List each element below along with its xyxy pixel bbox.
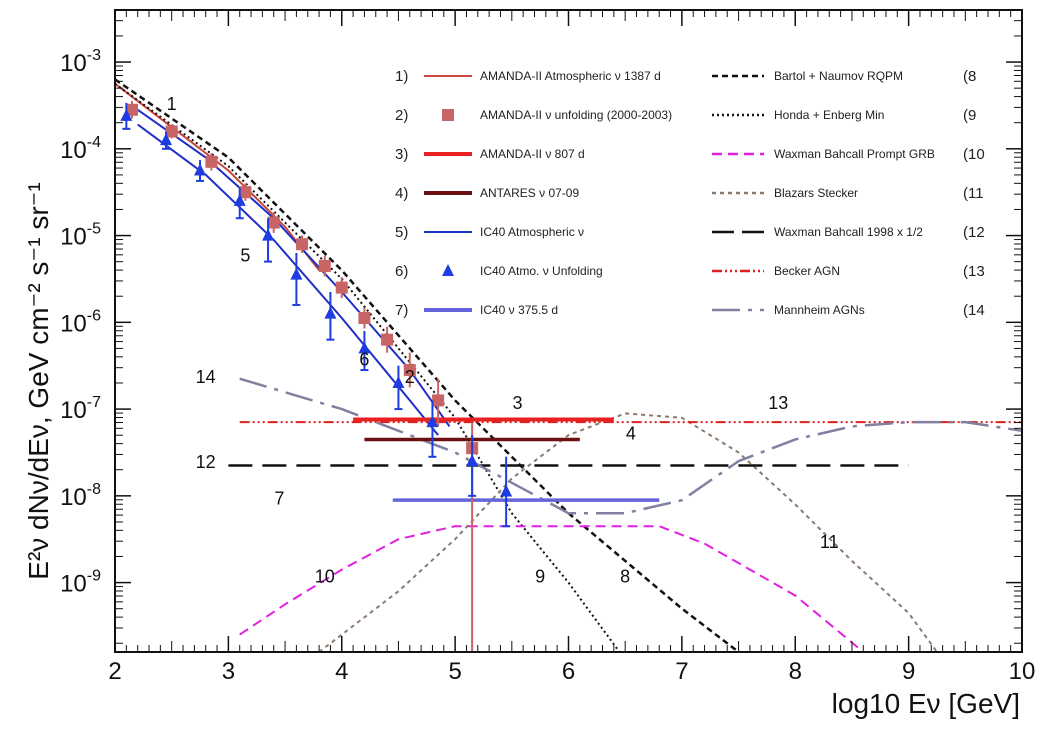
curve-annotation: 1 — [167, 94, 177, 114]
curve-annotation: 12 — [196, 452, 216, 472]
ic40-point — [233, 193, 246, 206]
x-tick-label: 3 — [222, 658, 235, 685]
legend-number: (8 — [963, 68, 976, 85]
legend-marker-square — [442, 109, 454, 121]
y-tick-label: 10-6 — [60, 307, 101, 337]
x-tick-label: 5 — [448, 658, 461, 685]
legend-number: 4) — [395, 185, 408, 202]
ic40-point — [262, 228, 275, 241]
legend-label: Becker AGN — [774, 264, 840, 278]
legend-number: 1) — [395, 68, 408, 85]
curve-annotation: 14 — [196, 367, 216, 387]
y-tick-label: 10-3 — [60, 47, 101, 77]
x-tick-label: 9 — [902, 658, 915, 685]
axes: 2 3 4 5 6 7 8 9 10 10-3 10-4 10-5 10-6 10-7 10-8 10-9 — [60, 9, 1036, 685]
x-tick-label: 10 — [1009, 658, 1036, 685]
legend-number: 5) — [395, 224, 408, 241]
series-line-5-upper — [137, 108, 451, 427]
ic40-point — [500, 484, 513, 497]
x-tick-label: 8 — [789, 658, 802, 685]
legend-label: Mannheim AGNs — [774, 303, 865, 317]
amanda-point — [239, 186, 252, 199]
legend-number: 6) — [395, 263, 408, 280]
ic40-point — [324, 306, 337, 319]
legend-number: (13 — [963, 263, 985, 280]
series-line-10 — [239, 525, 864, 652]
curve-annotation: 9 — [535, 567, 545, 587]
legend-label: Blazars Stecker — [774, 186, 858, 200]
amanda-point — [296, 238, 309, 251]
legend-label: Bartol + Naumov RQPM — [774, 69, 903, 83]
amanda-point — [335, 281, 348, 294]
x-tick-label: 7 — [675, 658, 688, 685]
series-line-5-lower — [137, 123, 439, 436]
x-tick-label: 4 — [335, 658, 348, 685]
y-axis-label: E²ν dNν/dEν, GeV cm⁻² s⁻¹ sr⁻¹ — [23, 182, 54, 579]
x-axis-label: log10 Eν [GeV] — [832, 688, 1020, 719]
amanda-point — [318, 259, 331, 272]
amanda-point — [205, 155, 218, 168]
amanda-point — [267, 216, 280, 229]
y-tick-label: 10-9 — [60, 568, 101, 598]
legend-number: 7) — [395, 302, 408, 319]
curve-annotation: 11 — [820, 532, 839, 552]
curve-annotation: 3 — [512, 393, 522, 413]
series-line-9 — [115, 82, 621, 652]
ic40-point — [358, 341, 371, 354]
y-tick-label: 10-7 — [60, 394, 101, 424]
curve-annotation: 10 — [315, 567, 335, 587]
legend-number: (12 — [963, 224, 985, 241]
x-tick-label: 2 — [108, 658, 121, 685]
legend-number: (14 — [963, 302, 985, 319]
curve-annotation: 4 — [626, 423, 636, 443]
legend-label: Waxman Bahcall 1998 x 1/2 — [774, 225, 923, 239]
curve-annotation: 8 — [620, 567, 630, 587]
ic40-point — [426, 415, 439, 428]
series-line-14 — [239, 377, 1022, 515]
legend-number: (10 — [963, 146, 985, 163]
legend-label: AMANDA-II ν unfolding (2000-2003) — [480, 108, 672, 122]
curve-annotation: 2 — [405, 367, 415, 387]
legend-label: Waxman Bahcall Prompt GRB — [774, 147, 935, 161]
y-tick-label: 10-8 — [60, 481, 101, 511]
legend-label: ANTARES ν 07-09 — [480, 186, 579, 200]
legend-label: IC40 ν 375.5 d — [480, 303, 558, 317]
plot-background — [115, 10, 1022, 652]
amanda-point — [403, 364, 416, 377]
amanda-point — [126, 103, 139, 116]
legend-label: AMANDA-II ν 807 d — [480, 147, 585, 161]
legend-number: 3) — [395, 146, 408, 163]
series-line-8 — [115, 78, 740, 652]
legend-number: (9 — [963, 107, 976, 124]
legend-label: IC40 Atmospheric ν — [480, 225, 584, 239]
plot-area — [115, 78, 1022, 652]
ic40-point — [392, 376, 405, 389]
ic40-point — [194, 163, 207, 176]
ic40-point — [120, 108, 133, 121]
legend: 1) AMANDA-II Atmospheric ν 1387 d 2) AMANDA… — [395, 68, 985, 319]
ic40-point — [466, 454, 479, 467]
legend-number: 2) — [395, 107, 408, 124]
legend-label: Honda + Enberg Min — [774, 108, 884, 122]
amanda-point — [165, 125, 178, 138]
curve-annotation: 5 — [240, 246, 250, 266]
amanda-point — [358, 311, 371, 324]
curve-annotation: 13 — [768, 393, 788, 413]
legend-number: (11 — [963, 185, 984, 202]
amanda-point — [432, 394, 445, 407]
x-tick-label: 6 — [562, 658, 575, 685]
curve-annotation: 7 — [274, 489, 284, 509]
legend-label: IC40 Atmo. ν Unfolding — [480, 264, 603, 278]
ic40-point — [290, 267, 303, 280]
legend-marker-triangle — [442, 264, 454, 276]
y-tick-label: 10-5 — [60, 221, 101, 251]
annotations: 1 5 6 2 3 4 13 14 12 7 11 10 9 8 — [167, 94, 839, 587]
ic40-point — [160, 133, 173, 146]
legend-label: AMANDA-II Atmospheric ν 1387 d — [480, 69, 661, 83]
y-tick-label: 10-4 — [60, 134, 101, 164]
curve-annotation: 6 — [359, 350, 369, 370]
amanda-point — [381, 333, 394, 346]
